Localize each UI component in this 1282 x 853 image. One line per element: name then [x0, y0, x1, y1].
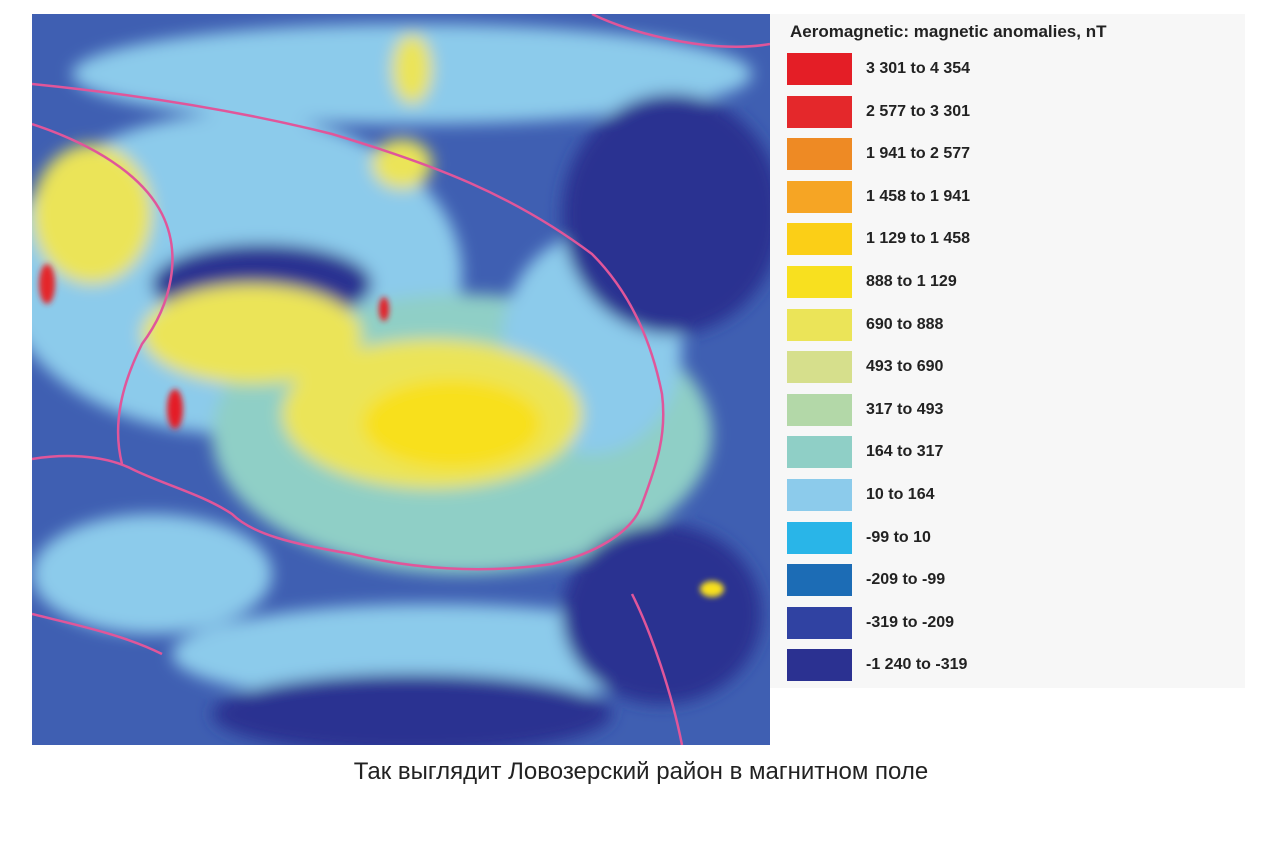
legend-swatch: [787, 393, 852, 426]
legend-swatch: [787, 223, 852, 256]
legend-swatch: [787, 479, 852, 511]
legend-label: 493 to 690: [866, 358, 944, 376]
legend-swatch: [787, 95, 852, 128]
legend-swatch: [787, 606, 852, 639]
legend-label: -1 240 to -319: [866, 656, 968, 674]
legend-label: 10 to 164: [866, 486, 935, 503]
legend-swatch: [787, 53, 852, 85]
legend-label: 164 to 317: [866, 443, 944, 461]
legend-label: 1 129 to 1 458: [866, 230, 971, 248]
legend-title: Aeromagnetic: magnetic anomalies, nT: [790, 22, 1107, 41]
legend-swatch: [787, 266, 852, 298]
legend-label: 3 301 to 4 354: [866, 60, 971, 77]
legend-swatch: [787, 564, 852, 597]
legend-label: 1 458 to 1 941: [866, 187, 971, 205]
magnetic-map: [32, 14, 770, 745]
legend-label: -319 to -209: [866, 613, 955, 631]
legend-swatch: [787, 521, 852, 554]
legend-label: 2 577 to 3 301: [866, 102, 971, 120]
caption: Так выглядит Ловозерский район в магнитн…: [353, 758, 929, 785]
legend-label: 1 941 to 2 577: [866, 145, 971, 163]
legend-label: -209 to -99: [866, 571, 946, 589]
legend-swatch: [787, 649, 852, 682]
legend-swatch: [787, 138, 852, 171]
legend-label: 690 to 888: [866, 315, 944, 333]
legend-swatch: [787, 436, 852, 469]
legend-swatch: [787, 308, 852, 341]
legend-label: -99 to 10: [866, 528, 931, 546]
legend-swatch: [787, 351, 852, 384]
legend: Aeromagnetic: magnetic anomalies, nT 3 3…: [770, 14, 1245, 688]
legend-label: 888 to 1 129: [866, 273, 957, 290]
legend-swatch: [787, 180, 852, 213]
legend-label: 317 to 493: [866, 400, 944, 418]
